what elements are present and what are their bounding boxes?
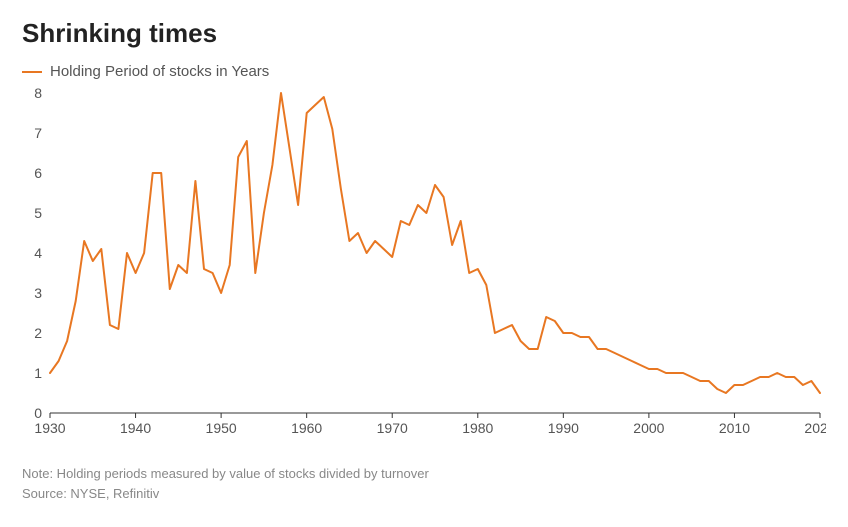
y-tick-label: 6 xyxy=(34,165,42,181)
x-tick-label: 1940 xyxy=(120,420,151,436)
y-tick-label: 8 xyxy=(34,88,42,101)
series-line xyxy=(50,93,820,393)
legend-label: Holding Period of stocks in Years xyxy=(50,63,269,80)
y-tick-label: 0 xyxy=(34,405,42,421)
x-tick-label: 1950 xyxy=(206,420,237,436)
x-tick-label: 2010 xyxy=(719,420,750,436)
y-tick-label: 5 xyxy=(34,205,42,221)
legend-swatch xyxy=(22,71,42,73)
y-tick-label: 2 xyxy=(34,325,42,341)
chart-area: 1930194019501960197019801990200020102020… xyxy=(22,88,826,448)
y-tick-label: 7 xyxy=(34,125,42,141)
legend: Holding Period of stocks in Years xyxy=(22,63,826,80)
footer-source: Source: NYSE, Refinitiv xyxy=(22,484,826,504)
x-tick-label: 1980 xyxy=(462,420,493,436)
x-tick-label: 1990 xyxy=(548,420,579,436)
x-tick-label: 2000 xyxy=(633,420,664,436)
x-tick-label: 2020 xyxy=(804,420,826,436)
chart-container: Shrinking times Holding Period of stocks… xyxy=(0,0,848,527)
x-tick-label: 1960 xyxy=(291,420,322,436)
y-tick-label: 1 xyxy=(34,365,42,381)
y-tick-label: 3 xyxy=(34,285,42,301)
x-tick-label: 1930 xyxy=(34,420,65,436)
y-tick-label: 4 xyxy=(34,245,42,261)
line-chart-svg: 1930194019501960197019801990200020102020… xyxy=(22,88,826,448)
footer-note-block: Note: Holding periods measured by value … xyxy=(22,464,826,503)
x-tick-label: 1970 xyxy=(377,420,408,436)
chart-title: Shrinking times xyxy=(22,18,826,49)
footer-note: Note: Holding periods measured by value … xyxy=(22,464,826,484)
